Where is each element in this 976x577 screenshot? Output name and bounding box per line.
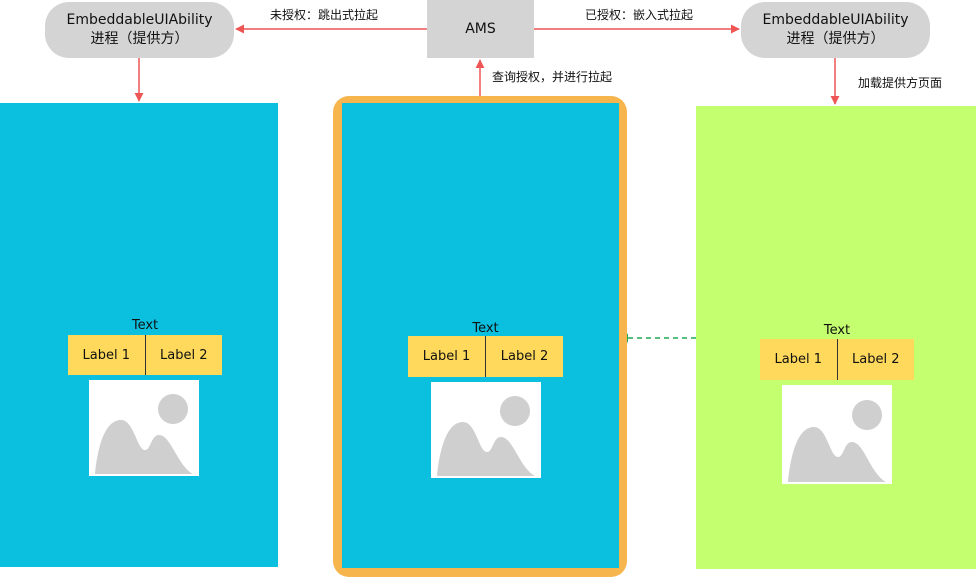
middle-label-divider	[485, 336, 486, 377]
ams-label: AMS	[465, 21, 496, 37]
right-label-1: Label 1	[774, 352, 822, 367]
right-label-row: Label 1 Label 2	[760, 339, 914, 380]
left-label-2: Label 2	[160, 347, 208, 363]
left-label-divider	[144, 335, 146, 375]
edge-label-unauthorized: 未授权：跳出式拉起	[270, 8, 379, 22]
middle-panel: Text Label 1 Label 2	[342, 103, 619, 568]
left-label-1: Label 1	[82, 347, 130, 363]
left-process-role: 进程（提供方）	[90, 31, 189, 47]
left-widget-text: Text	[131, 318, 159, 333]
edge-label-authorized: 已授权：嵌入式拉起	[585, 8, 694, 22]
middle-label-2: Label 2	[500, 349, 549, 364]
middle-label-row: Label 1 Label 2	[408, 336, 563, 377]
edge-label-load: 加载提供方页面	[858, 76, 943, 90]
left-image-placeholder-icon	[89, 380, 199, 476]
middle-label-1: Label 1	[422, 349, 471, 364]
right-process-node: EmbeddableUIAbility 进程（提供方）	[741, 2, 930, 58]
middle-image-placeholder-icon	[431, 382, 541, 478]
right-process-name: EmbeddableUIAbility	[762, 12, 909, 28]
left-panel: Text Label 1 Label 2	[0, 103, 278, 567]
left-label-row: Label 1 Label 2	[68, 335, 222, 375]
middle-widget-text: Text	[472, 321, 499, 336]
right-process-role: 进程（提供方）	[786, 31, 885, 47]
left-process-name: EmbeddableUIAbility	[66, 12, 213, 28]
right-label-2: Label 2	[852, 352, 900, 367]
right-image-placeholder-icon	[782, 385, 892, 484]
ams-node: AMS	[427, 0, 534, 58]
right-label-divider	[836, 339, 838, 380]
right-panel: Text Label 1 Label 2	[696, 106, 976, 569]
right-widget-text: Text	[823, 323, 851, 338]
left-process-node: EmbeddableUIAbility 进程（提供方）	[45, 2, 234, 58]
edge-label-query: 查询授权，并进行拉起	[492, 70, 613, 84]
